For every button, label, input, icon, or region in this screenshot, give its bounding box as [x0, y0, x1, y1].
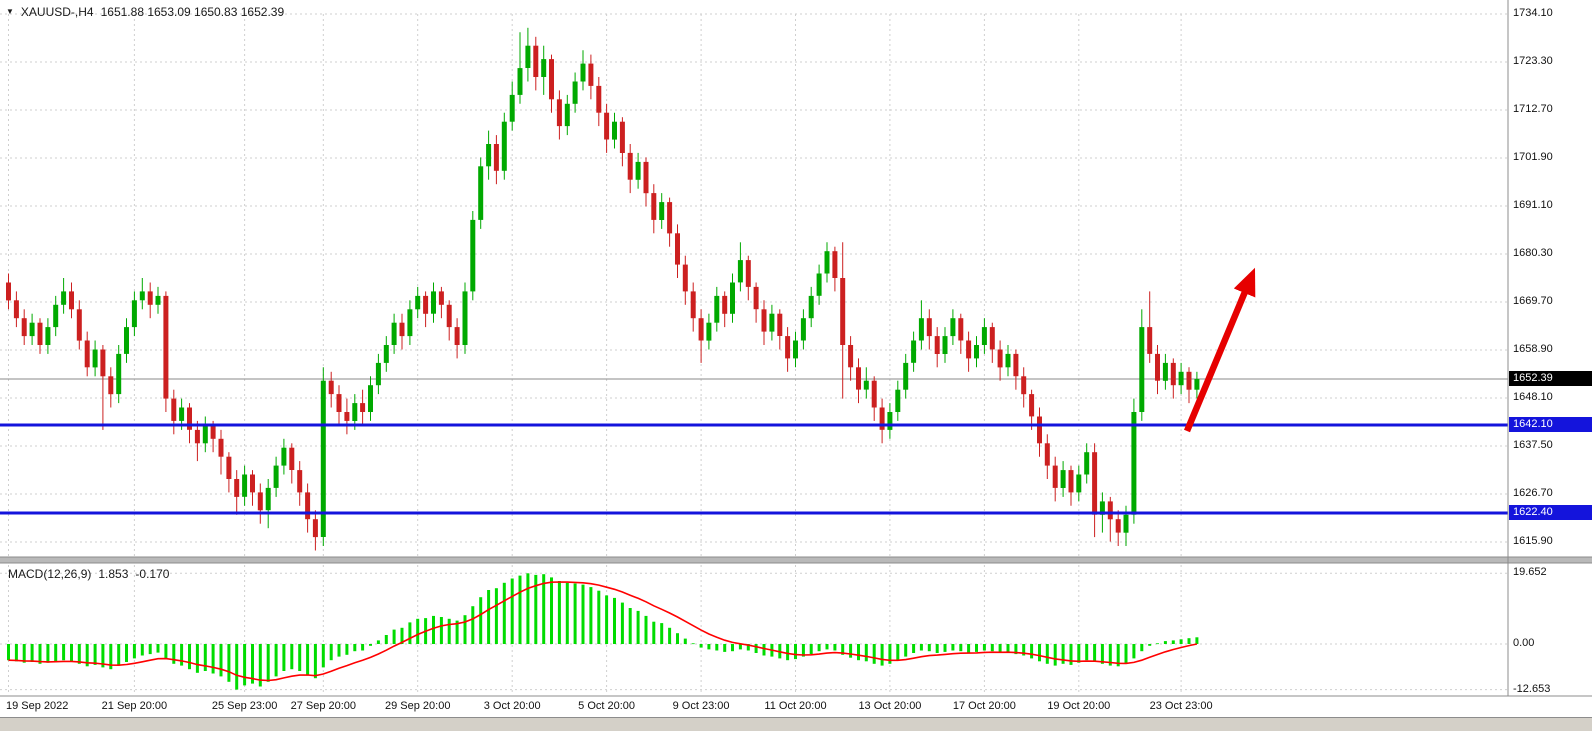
macd-main-value: 1.853 — [98, 567, 129, 581]
window-bottom-edge — [0, 717, 1592, 731]
trend-arrow-annotation[interactable] — [1184, 267, 1256, 433]
price-axis[interactable] — [1508, 0, 1592, 696]
symbol-timeframe-label: XAUUSD-,H4 — [20, 5, 94, 19]
ohlc-values-label: 1651.88 1653.09 1650.83 1652.39 — [100, 5, 285, 19]
chart-header: ▼ XAUUSD-,H4 1651.88 1653.09 1650.83 165… — [6, 5, 284, 19]
macd-name-label: MACD(12,26,9) — [8, 567, 92, 581]
candles — [6, 27, 1200, 551]
macd-signal-value: -0.170 — [135, 567, 170, 581]
macd-histogram — [7, 573, 1199, 690]
macd-indicator-label: MACD(12,26,9) 1.853 -0.170 — [8, 567, 169, 581]
symbol-marker-icon: ▼ — [6, 7, 14, 16]
price-gridlines — [0, 13, 1508, 543]
time-axis[interactable] — [0, 697, 1508, 717]
macd-signal-line — [8, 581, 1198, 682]
panel-separator[interactable] — [0, 557, 1592, 563]
